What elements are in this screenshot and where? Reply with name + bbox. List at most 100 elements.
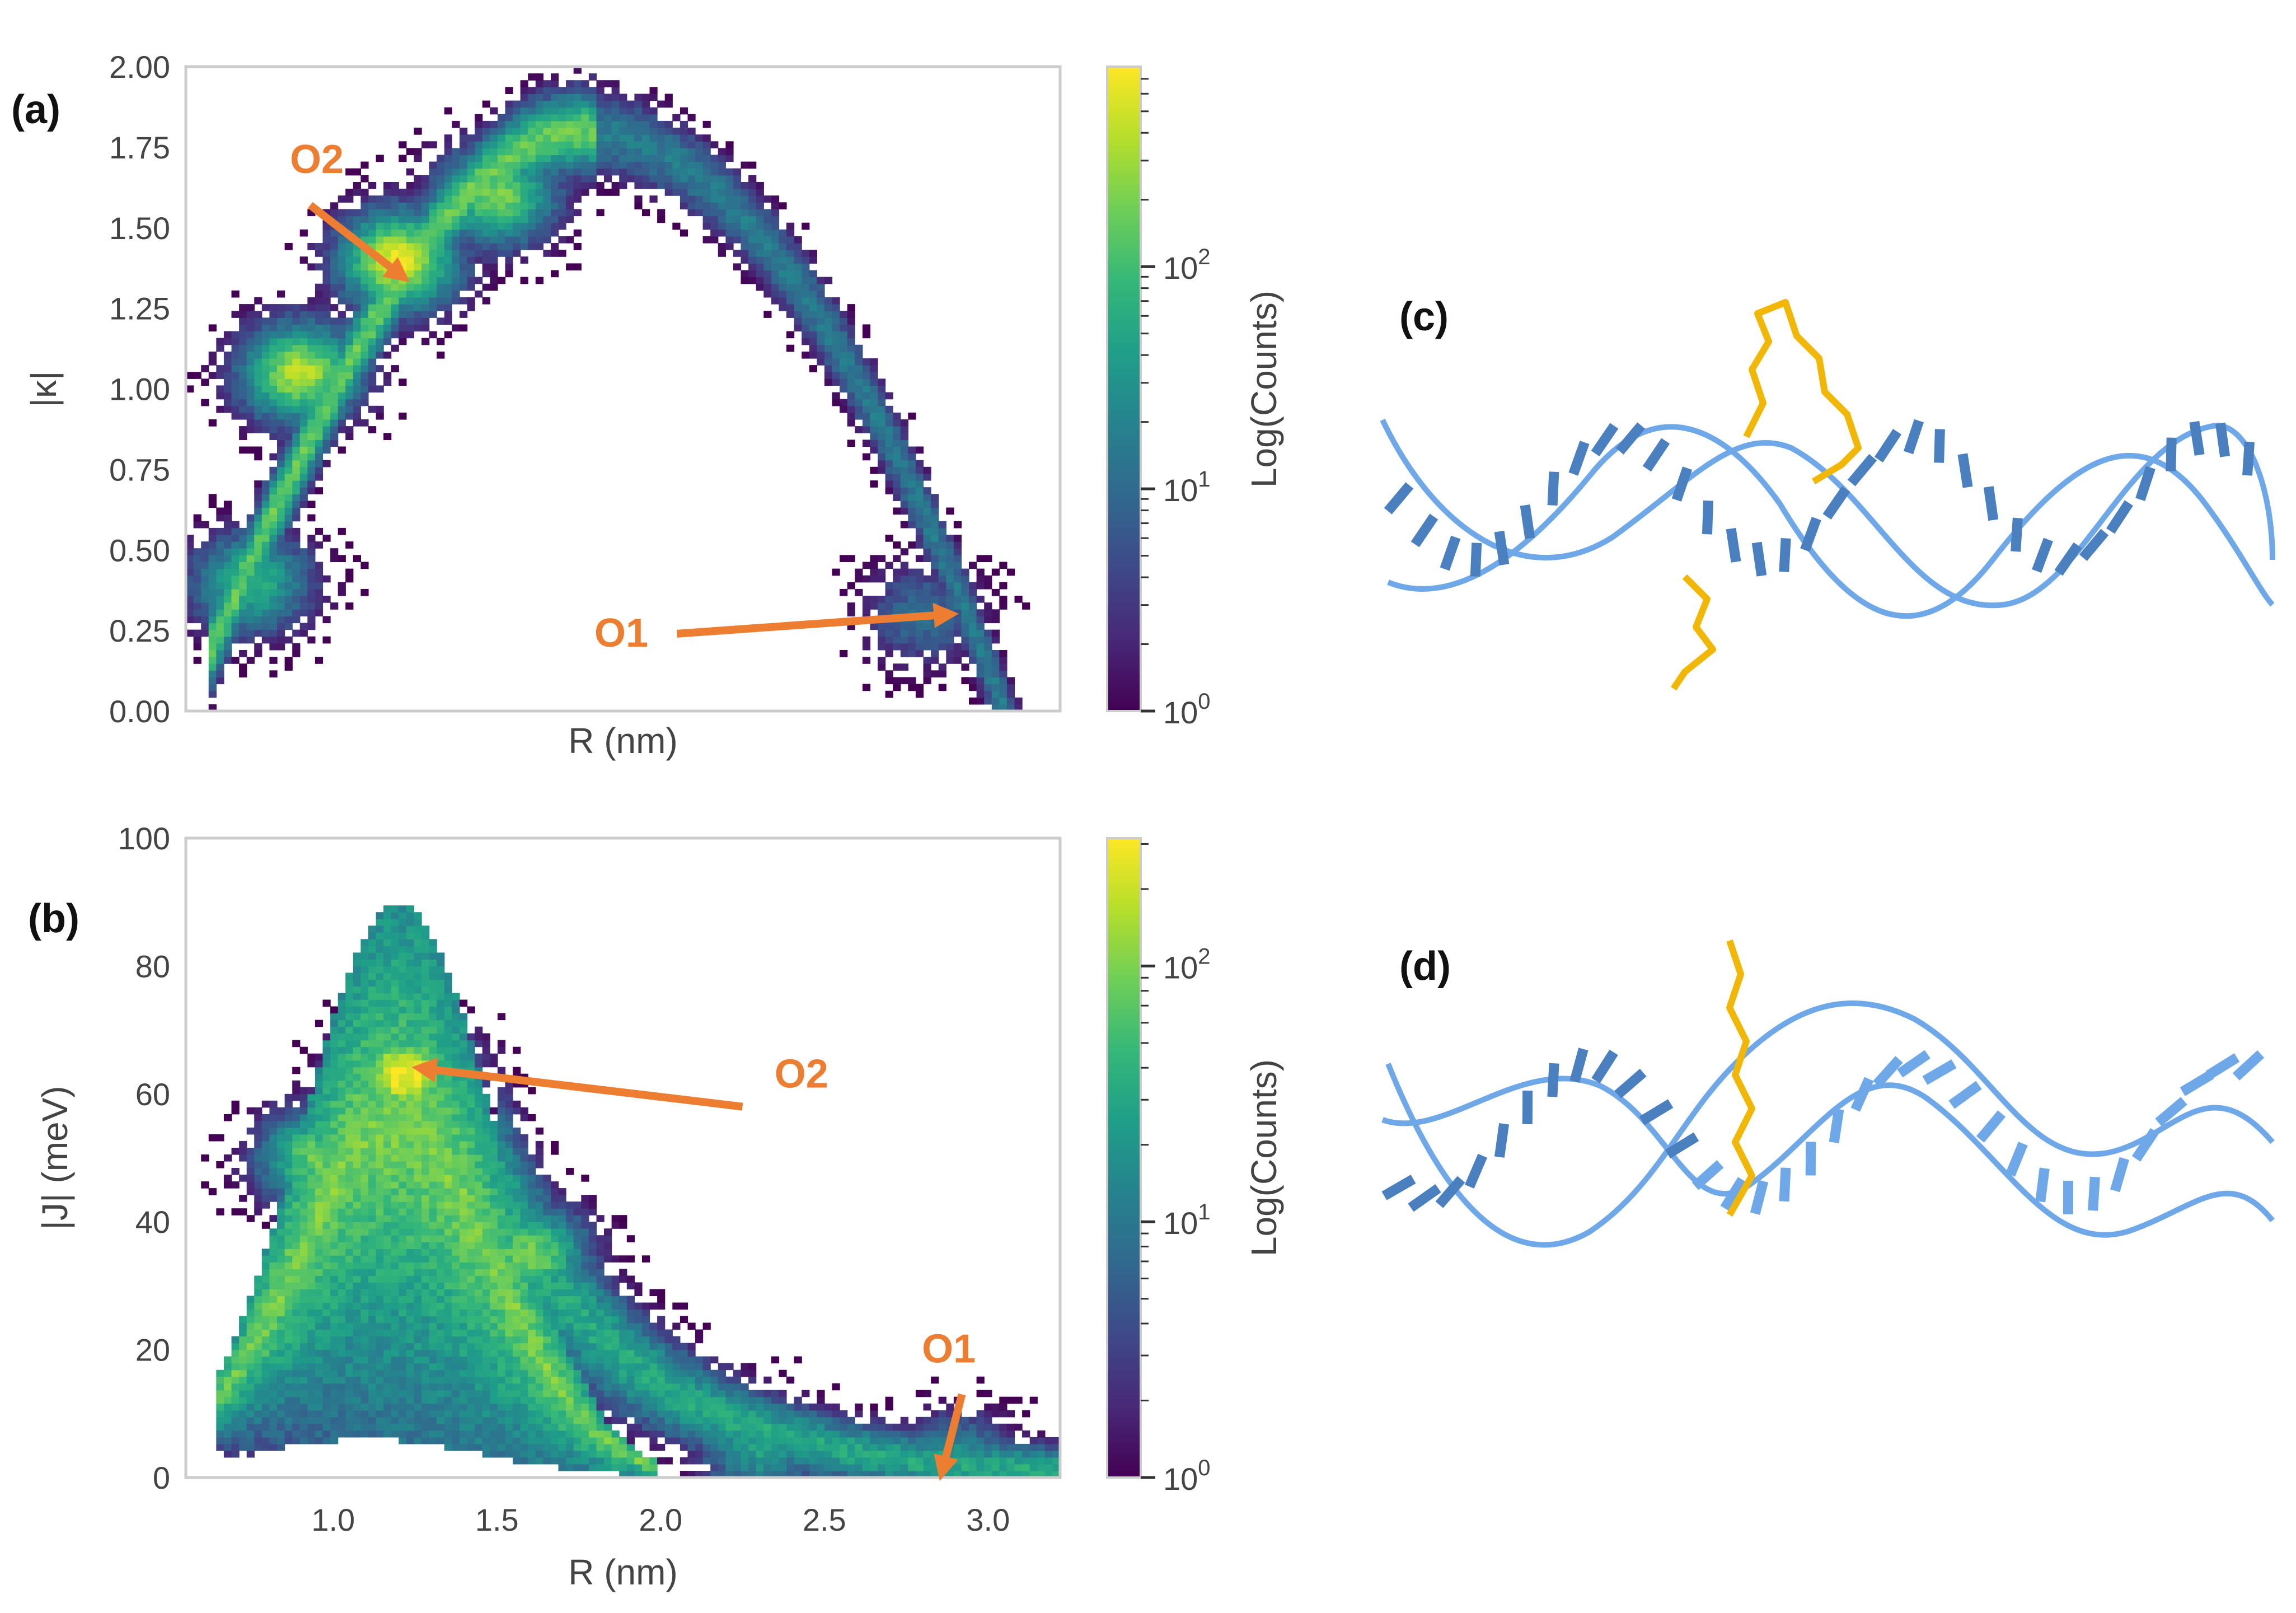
heatmap-cell — [399, 1275, 407, 1283]
heatmap-cell — [292, 1175, 301, 1182]
heatmap-cell — [322, 1322, 331, 1330]
heatmap-cell — [421, 1201, 430, 1209]
heatmap-cell — [307, 568, 316, 576]
heatmap-cell — [368, 1416, 377, 1424]
heatmap-cell — [406, 952, 415, 960]
heatmap-cell — [254, 405, 263, 413]
heatmap-cell — [482, 1148, 490, 1155]
heatmap-cell — [756, 195, 764, 203]
heatmap-cell — [429, 993, 437, 1000]
heatmap-cell — [284, 541, 293, 549]
heatmap-cell — [923, 473, 931, 481]
heatmap-cell — [840, 311, 848, 318]
heatmap-cell — [368, 1107, 377, 1115]
heatmap-cell — [452, 1410, 460, 1418]
heatmap-cell — [452, 1383, 460, 1391]
heatmap-cell — [733, 209, 742, 217]
heatmap-cell — [475, 222, 483, 230]
heatmap-cell — [490, 148, 498, 156]
heatmap-cell — [885, 460, 893, 467]
heatmap-cell — [254, 1396, 263, 1404]
heatmap-cell — [360, 1369, 369, 1377]
heatmap-cell — [824, 338, 833, 345]
heatmap-cell — [315, 344, 324, 352]
heatmap-cell — [345, 1080, 354, 1088]
heatmap-cell — [231, 358, 240, 366]
heatmap-cell — [208, 351, 217, 359]
heatmap-cell — [330, 1060, 339, 1068]
heatmap-cell — [399, 202, 407, 209]
heatmap-cell — [900, 643, 908, 651]
heatmap-cell — [315, 1255, 324, 1263]
heatmap-cell — [406, 993, 415, 1000]
heatmap-cell — [353, 317, 361, 325]
heatmap-cell — [482, 1033, 490, 1041]
heatmap-a-frame — [184, 65, 1062, 713]
heatmap-cell — [444, 1080, 452, 1088]
heatmap-cell — [330, 1403, 339, 1411]
heatmap-cell — [953, 588, 962, 596]
heatmap-cell — [414, 1242, 422, 1249]
heatmap-cell — [360, 1040, 369, 1048]
heatmap-cell — [429, 1148, 437, 1155]
heatmap-cell — [878, 609, 886, 616]
heatmap-cell — [421, 1168, 430, 1175]
heatmap-cell — [292, 1356, 301, 1364]
heatmap-cell — [315, 1363, 324, 1371]
heatmap-cell — [345, 1296, 354, 1303]
heatmap-cell — [322, 999, 331, 1007]
heatmap-cell — [277, 575, 285, 583]
heatmap-cell — [246, 588, 255, 596]
heatmap-cell — [353, 555, 361, 562]
heatmap-cell — [231, 1336, 240, 1344]
heatmap-cell — [406, 1026, 415, 1034]
heatmap-cell — [573, 175, 582, 183]
heatmap-cell — [284, 1356, 293, 1364]
heatmap-cell — [399, 959, 407, 966]
heatmap-cell — [414, 250, 422, 257]
heatmap-cell — [725, 243, 734, 250]
heatmap-cell — [908, 412, 916, 420]
heatmap-cell — [307, 419, 316, 427]
heatmap-cell — [216, 623, 224, 630]
heatmap-cell — [581, 189, 589, 196]
heatmap-cell — [421, 1403, 430, 1411]
heatmap-cell — [330, 331, 339, 339]
heatmap-cell — [543, 128, 551, 135]
heatmap-cell — [596, 134, 605, 142]
heatmap-cell — [513, 229, 521, 237]
heatmap-cell — [702, 141, 711, 148]
heatmap-cell — [376, 405, 384, 413]
heatmap-cell — [870, 440, 878, 447]
heatmap-cell — [345, 256, 354, 264]
heatmap-cell — [315, 575, 324, 583]
annotation-label: O1 — [594, 611, 648, 656]
heatmap-cell — [573, 161, 582, 169]
heatmap-cell — [444, 1430, 452, 1438]
heatmap-cell — [482, 141, 490, 148]
heatmap-cell — [421, 1242, 430, 1249]
heatmap-cell — [246, 1188, 255, 1195]
heatmap-cell — [467, 1181, 475, 1189]
heatmap-cell — [307, 1376, 316, 1384]
heatmap-cell — [535, 243, 543, 250]
heatmap-cell — [399, 1289, 407, 1296]
heatmap-cell — [231, 535, 240, 542]
heatmap-cell — [322, 236, 331, 244]
heatmap-cell — [938, 548, 946, 555]
heatmap-cell — [528, 120, 536, 128]
heatmap-cell — [246, 1383, 255, 1391]
heatmap-cell — [885, 440, 893, 447]
heatmap-cell — [391, 952, 399, 960]
heatmap-cell — [680, 182, 688, 189]
heatmap-cell — [292, 460, 301, 467]
heatmap-cell — [505, 175, 513, 183]
heatmap-cell — [497, 1403, 506, 1411]
heatmap-cell — [475, 114, 483, 121]
heatmap-cell — [338, 1275, 346, 1283]
heatmap-cell — [535, 73, 543, 81]
heatmap-cell — [322, 1060, 331, 1068]
heatmap-cell — [475, 1336, 483, 1344]
heatmap-cell — [763, 311, 772, 318]
heatmap-cell — [360, 1322, 369, 1330]
